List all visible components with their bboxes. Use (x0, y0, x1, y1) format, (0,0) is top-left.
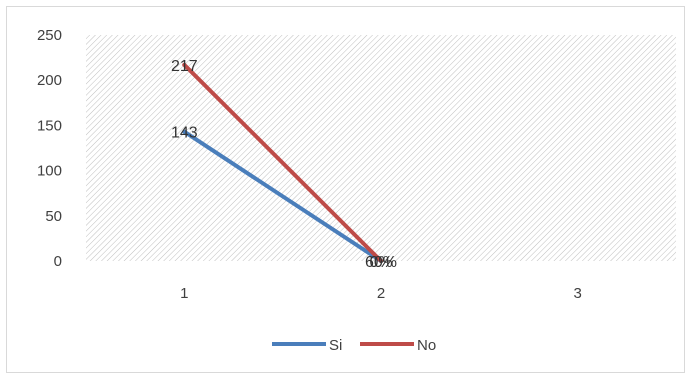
series-lines (182, 62, 383, 263)
y-tick-label: 0 (54, 253, 62, 270)
plot-area (86, 35, 676, 261)
x-axis-ticks: 1 2 3 (180, 285, 582, 302)
data-label-no: 217 (171, 58, 198, 75)
x-tick-label: 3 (573, 285, 581, 302)
y-tick-label: 250 (37, 27, 62, 44)
y-axis-ticks: 0 50 100 150 200 250 (37, 27, 62, 270)
y-tick-label: 50 (45, 208, 62, 225)
data-label-si: 0% (369, 254, 392, 271)
legend-label-si: Si (329, 337, 342, 354)
y-tick-label: 150 (37, 117, 62, 134)
data-label-no: 60% (365, 254, 397, 271)
data-point-no (182, 62, 187, 67)
series-line-si (182, 129, 383, 263)
data-point-no (379, 259, 383, 263)
y-tick-label: 100 (37, 163, 62, 180)
data-label-si: 143 (171, 125, 198, 142)
series-line-no (182, 62, 383, 263)
y-tick-label: 200 (37, 72, 62, 89)
data-labels: 143 0% 217 60% (171, 58, 397, 271)
legend: Si No (272, 337, 436, 354)
data-point-si (182, 129, 187, 134)
x-tick-label: 1 (180, 285, 188, 302)
legend-label-no: No (417, 337, 436, 354)
x-tick-label: 2 (377, 285, 385, 302)
